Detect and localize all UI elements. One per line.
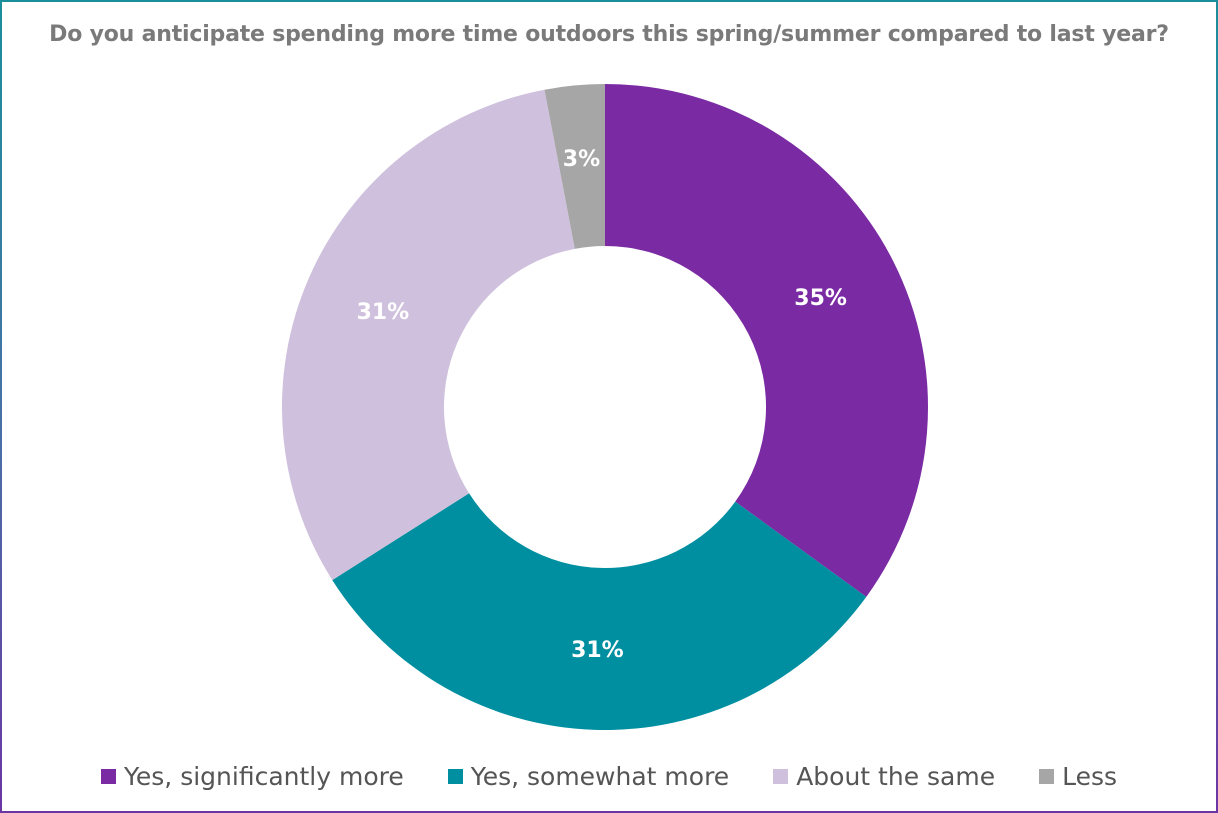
chart-title: Do you anticipate spending more time out… [49,22,1169,47]
legend-label: Less [1062,762,1118,791]
legend-label: Yes, significantly more [123,762,404,791]
legend-swatch [100,769,116,784]
legend-item-1: Yes, somewhat more [447,762,730,791]
donut-slice-0 [605,84,928,597]
legend-swatch [1039,769,1055,784]
legend-item-2: About the same [773,762,995,791]
legend-label: Yes, somewhat more [470,762,730,791]
data-label-0: 35% [794,286,847,311]
donut-slice-3 [544,84,605,249]
data-label-2: 31% [357,300,410,325]
legend-item-3: Less [1039,762,1117,791]
legend-swatch [447,769,463,784]
data-label-3: 3% [563,147,600,172]
chart-legend: Yes, significantly more Yes, somewhat mor… [2,762,1216,791]
donut-slice-2 [281,89,575,581]
legend-item-0: Yes, significantly more [100,762,404,791]
legend-label: About the same [796,762,996,791]
data-label-1: 31% [571,638,624,663]
donut-slice-1 [332,493,867,731]
legend-swatch [773,769,789,784]
